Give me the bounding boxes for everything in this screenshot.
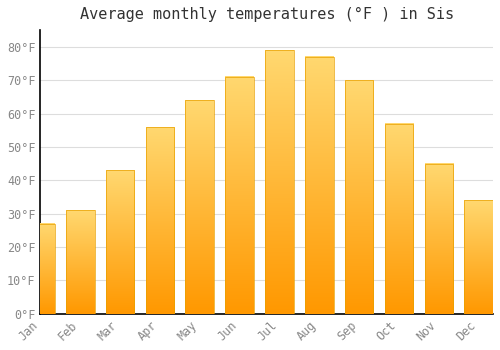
Bar: [384, 124, 414, 314]
Bar: [305, 57, 334, 314]
Bar: [464, 200, 493, 314]
Bar: [225, 77, 254, 314]
Bar: [305, 57, 334, 314]
Bar: [265, 50, 294, 314]
Title: Average monthly temperatures (°F ) in Sis: Average monthly temperatures (°F ) in Si…: [80, 7, 454, 22]
Bar: [106, 170, 134, 314]
Bar: [345, 80, 374, 314]
Bar: [424, 164, 453, 314]
Bar: [464, 200, 493, 314]
Bar: [186, 100, 214, 314]
Bar: [146, 127, 174, 314]
Bar: [424, 164, 453, 314]
Bar: [384, 124, 414, 314]
Bar: [345, 80, 374, 314]
Bar: [186, 100, 214, 314]
Bar: [146, 127, 174, 314]
Bar: [26, 224, 54, 314]
Bar: [66, 210, 94, 314]
Bar: [106, 170, 134, 314]
Bar: [225, 77, 254, 314]
Bar: [265, 50, 294, 314]
Bar: [26, 224, 54, 314]
Bar: [66, 210, 94, 314]
